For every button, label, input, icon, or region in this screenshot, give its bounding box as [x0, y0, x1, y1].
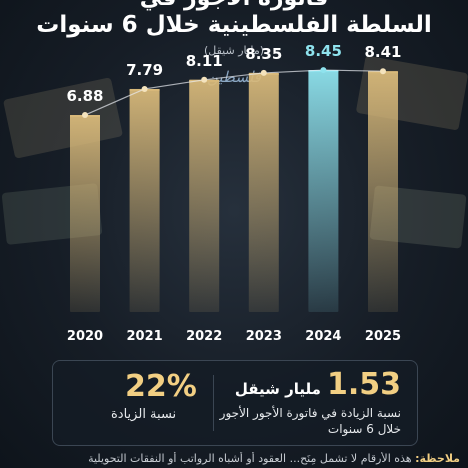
x-tick-2023: 2023 — [246, 329, 282, 344]
x-tick-2022: 2022 — [186, 329, 222, 344]
increase-percent-label: نسبة الزيادة — [111, 407, 177, 422]
increase-description: نسبة الزيادة في فاتورة الأجور الأجور خلا… — [219, 406, 401, 436]
summary-divider — [213, 375, 214, 431]
trend-point-2025 — [380, 68, 386, 75]
chart-title-line1: فاتورة الأجور في — [0, 0, 468, 11]
x-tick-2025: 2025 — [365, 329, 401, 344]
increase-percent: 22% — [125, 369, 197, 404]
increase-value: 1.53 — [326, 367, 401, 402]
trend-point-2020 — [82, 112, 88, 119]
footnote-label: ملاحظة: — [415, 452, 460, 465]
bar-2022 — [189, 79, 220, 312]
increase-unit: مليار شيقل — [234, 380, 321, 398]
x-tick-2024: 2024 — [305, 329, 341, 344]
data-label-2024: 8.45 — [305, 42, 342, 60]
bar-2025 — [368, 71, 398, 312]
trend-point-2022 — [201, 76, 208, 83]
increase-amount: 1.53 مليار شيقل — [235, 367, 401, 402]
data-label-2022: 8.11 — [186, 52, 223, 70]
trend-point-2021 — [141, 85, 148, 92]
x-tick-2021: 2021 — [127, 329, 163, 344]
unit-label: (مليار شيقل) — [203, 44, 265, 57]
footnote: ملاحظة: هذه الأرقام لا تشمل مِنَح... الع… — [8, 452, 460, 465]
publisher-logo: فلسطين — [204, 62, 264, 98]
data-label-2021: 7.79 — [126, 61, 163, 79]
footnote-text: هذه الأرقام لا تشمل مِنَح... العقود أو أ… — [88, 452, 412, 465]
summary-card: 1.53 مليار شيقل نسبة الزيادة في فاتورة ال… — [52, 360, 418, 446]
trend-point-2023 — [260, 69, 267, 76]
bar-2020 — [70, 115, 100, 312]
bar-2021 — [129, 88, 160, 313]
data-label-2020: 6.88 — [66, 87, 103, 105]
data-label-2023: 8.35 — [245, 45, 282, 63]
bar-chart: 6.88 2020 7.79 2021 8.11 2022 8.35 2023 8.45 2024… — [66, 42, 401, 344]
bar-2024 — [308, 70, 339, 312]
logo-text: فلسطين — [207, 68, 261, 86]
chart-title: السلطة الفلسطينية خلال 6 سنوات — [36, 12, 432, 38]
trend-line — [84, 69, 384, 116]
x-tick-2020: 2020 — [67, 329, 103, 344]
bar-2023 — [248, 72, 279, 312]
data-label-2025: 8.41 — [364, 43, 401, 61]
trend-point-2024 — [320, 67, 327, 74]
